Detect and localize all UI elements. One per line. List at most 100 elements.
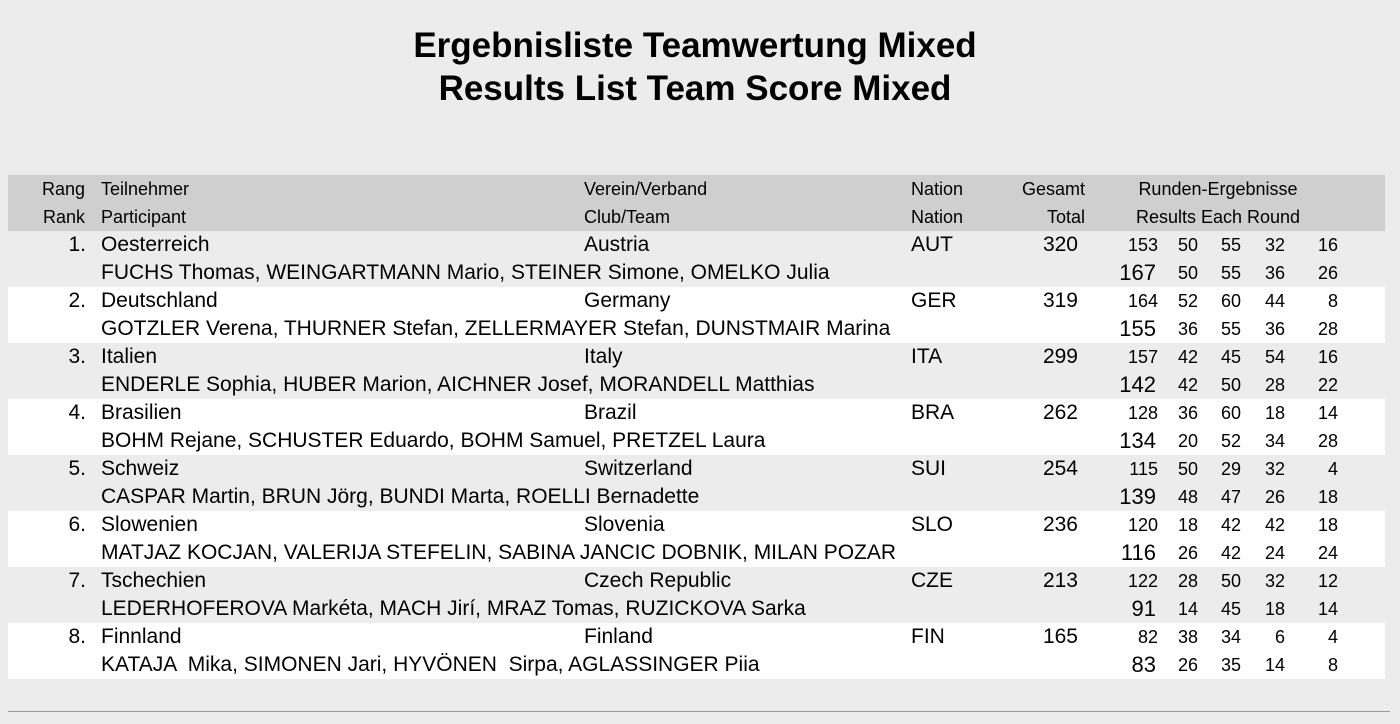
- round-score: 54: [1264, 347, 1285, 367]
- header-nation-de: Nation: [911, 179, 964, 199]
- team-nation: SLO: [911, 513, 954, 536]
- round-score: 4: [1327, 459, 1338, 479]
- round-score: 18: [1317, 515, 1338, 535]
- round-total-1: 157: [1127, 347, 1158, 367]
- team-row: 5. Schweiz Switzerland SUI 254 CASPAR Martin,…: [8, 455, 1385, 511]
- round-score: 45: [1220, 347, 1241, 367]
- team-total: 299: [1042, 345, 1078, 368]
- team-total: 213: [1042, 569, 1078, 592]
- round-score: 14: [1317, 403, 1338, 423]
- header-rank-en: Rank: [42, 207, 85, 227]
- round-total-1: 82: [1137, 627, 1158, 647]
- team-nation: CZE: [911, 569, 953, 592]
- team-nation: FIN: [911, 625, 945, 648]
- round-score: 34: [1220, 627, 1241, 647]
- round-score: 28: [1317, 319, 1338, 339]
- round-total-1: 153: [1127, 235, 1158, 255]
- round-total-1: 164: [1127, 291, 1158, 311]
- team-total: 262: [1042, 401, 1078, 424]
- round-total-2: 83: [1131, 652, 1156, 677]
- team-total: 254: [1042, 457, 1078, 480]
- team-club: Italy: [584, 345, 623, 368]
- team-nation: SUI: [911, 457, 947, 480]
- round-score: 52: [1220, 431, 1241, 451]
- team-members: BOHM Rejane, SCHUSTER Eduardo, BOHM Samu…: [101, 429, 766, 452]
- round-score: 55: [1220, 235, 1241, 255]
- round-score: 34: [1264, 431, 1285, 451]
- header-nation-en: Nation: [911, 207, 964, 227]
- team-rank: 1.: [68, 233, 86, 256]
- team-rank: 3.: [68, 345, 86, 368]
- round-score: 38: [1177, 627, 1198, 647]
- round-total-1: 115: [1129, 459, 1158, 479]
- team-row: 6. Slowenien Slovenia SLO 236 MATJAZ KOCJAN, …: [8, 511, 1385, 567]
- team-name: Brasilien: [101, 401, 182, 424]
- header-total-en: Total: [1046, 207, 1085, 227]
- round-total-1: 120: [1127, 515, 1158, 535]
- round-score: 22: [1317, 375, 1338, 395]
- header-club-de: Verein/Verband: [584, 179, 708, 199]
- round-score: 28: [1317, 431, 1338, 451]
- round-score: 36: [1264, 319, 1285, 339]
- header-participant-en: Participant: [101, 207, 187, 227]
- round-score: 50: [1177, 263, 1198, 283]
- header-rounds-de: Runden-Ergebnisse: [1138, 179, 1298, 199]
- team-rank: 7.: [68, 569, 86, 592]
- team-rank: 5.: [68, 457, 86, 480]
- table-header: Rang Rank Teilnehmer Participant Verein/…: [8, 175, 1385, 231]
- round-total-2: 139: [1119, 484, 1156, 509]
- team-club: Brazil: [584, 401, 637, 424]
- round-score: 16: [1317, 347, 1338, 367]
- round-total-2: 155: [1119, 316, 1156, 341]
- round-score: 26: [1177, 655, 1198, 675]
- round-score: 18: [1264, 403, 1285, 423]
- round-score: 42: [1220, 543, 1241, 563]
- round-score: 42: [1177, 375, 1198, 395]
- round-score: 26: [1177, 543, 1198, 563]
- round-score: 8: [1327, 291, 1338, 311]
- round-score: 16: [1317, 235, 1338, 255]
- round-score: 42: [1177, 347, 1198, 367]
- team-name: Oesterreich: [101, 233, 210, 256]
- round-score: 26: [1264, 487, 1285, 507]
- round-score: 28: [1177, 571, 1198, 591]
- round-score: 55: [1220, 319, 1241, 339]
- round-score: 60: [1220, 291, 1241, 311]
- round-score: 45: [1220, 599, 1241, 619]
- round-score: 32: [1264, 571, 1285, 591]
- round-score: 26: [1317, 263, 1338, 283]
- round-score: 4: [1327, 627, 1338, 647]
- round-score: 50: [1177, 235, 1198, 255]
- round-total-2: 91: [1131, 596, 1156, 621]
- round-score: 20: [1177, 431, 1198, 451]
- team-total: 165: [1042, 625, 1078, 648]
- round-score: 14: [1264, 655, 1285, 675]
- team-row: 3. Italien Italy ITA 299 ENDERLE Sophia, HUBE…: [8, 343, 1385, 399]
- round-total-1: 128: [1127, 403, 1158, 423]
- team-name: Deutschland: [101, 289, 218, 312]
- header-rounds-en: Results Each Round: [1135, 207, 1301, 227]
- team-name: Slowenien: [101, 513, 198, 536]
- team-rank: 6.: [68, 513, 86, 536]
- team-club: Czech Republic: [584, 569, 732, 592]
- round-score: 29: [1220, 459, 1241, 479]
- round-score: 18: [1264, 599, 1285, 619]
- header-rank-de: Rang: [41, 179, 85, 199]
- team-row: 2. Deutschland Germany GER 319 GOTZLER Verena…: [8, 287, 1385, 343]
- team-rank: 2.: [68, 289, 86, 312]
- team-row: 4. Brasilien Brazil BRA 262 BOHM Rejane, SCHU…: [8, 399, 1385, 455]
- round-score: 32: [1264, 235, 1285, 255]
- round-score: 47: [1220, 487, 1241, 507]
- team-rank: 8.: [68, 625, 86, 648]
- team-name: Schweiz: [101, 457, 180, 480]
- round-score: 55: [1220, 263, 1241, 283]
- team-members: GOTZLER Verena, THURNER Stefan, ZELLERMA…: [101, 317, 891, 340]
- round-score: 32: [1264, 459, 1285, 479]
- team-members: MATJAZ KOCJAN, VALERIJA STEFELIN, SABINA…: [101, 541, 897, 564]
- team-members: CASPAR Martin, BRUN Jörg, BUNDI Marta, R…: [101, 485, 700, 508]
- round-score: 14: [1177, 599, 1198, 619]
- round-score: 60: [1220, 403, 1241, 423]
- round-score: 28: [1264, 375, 1285, 395]
- team-members: ENDERLE Sophia, HUBER Marion, AICHNER Jo…: [101, 373, 815, 396]
- round-total-2: 134: [1119, 428, 1156, 453]
